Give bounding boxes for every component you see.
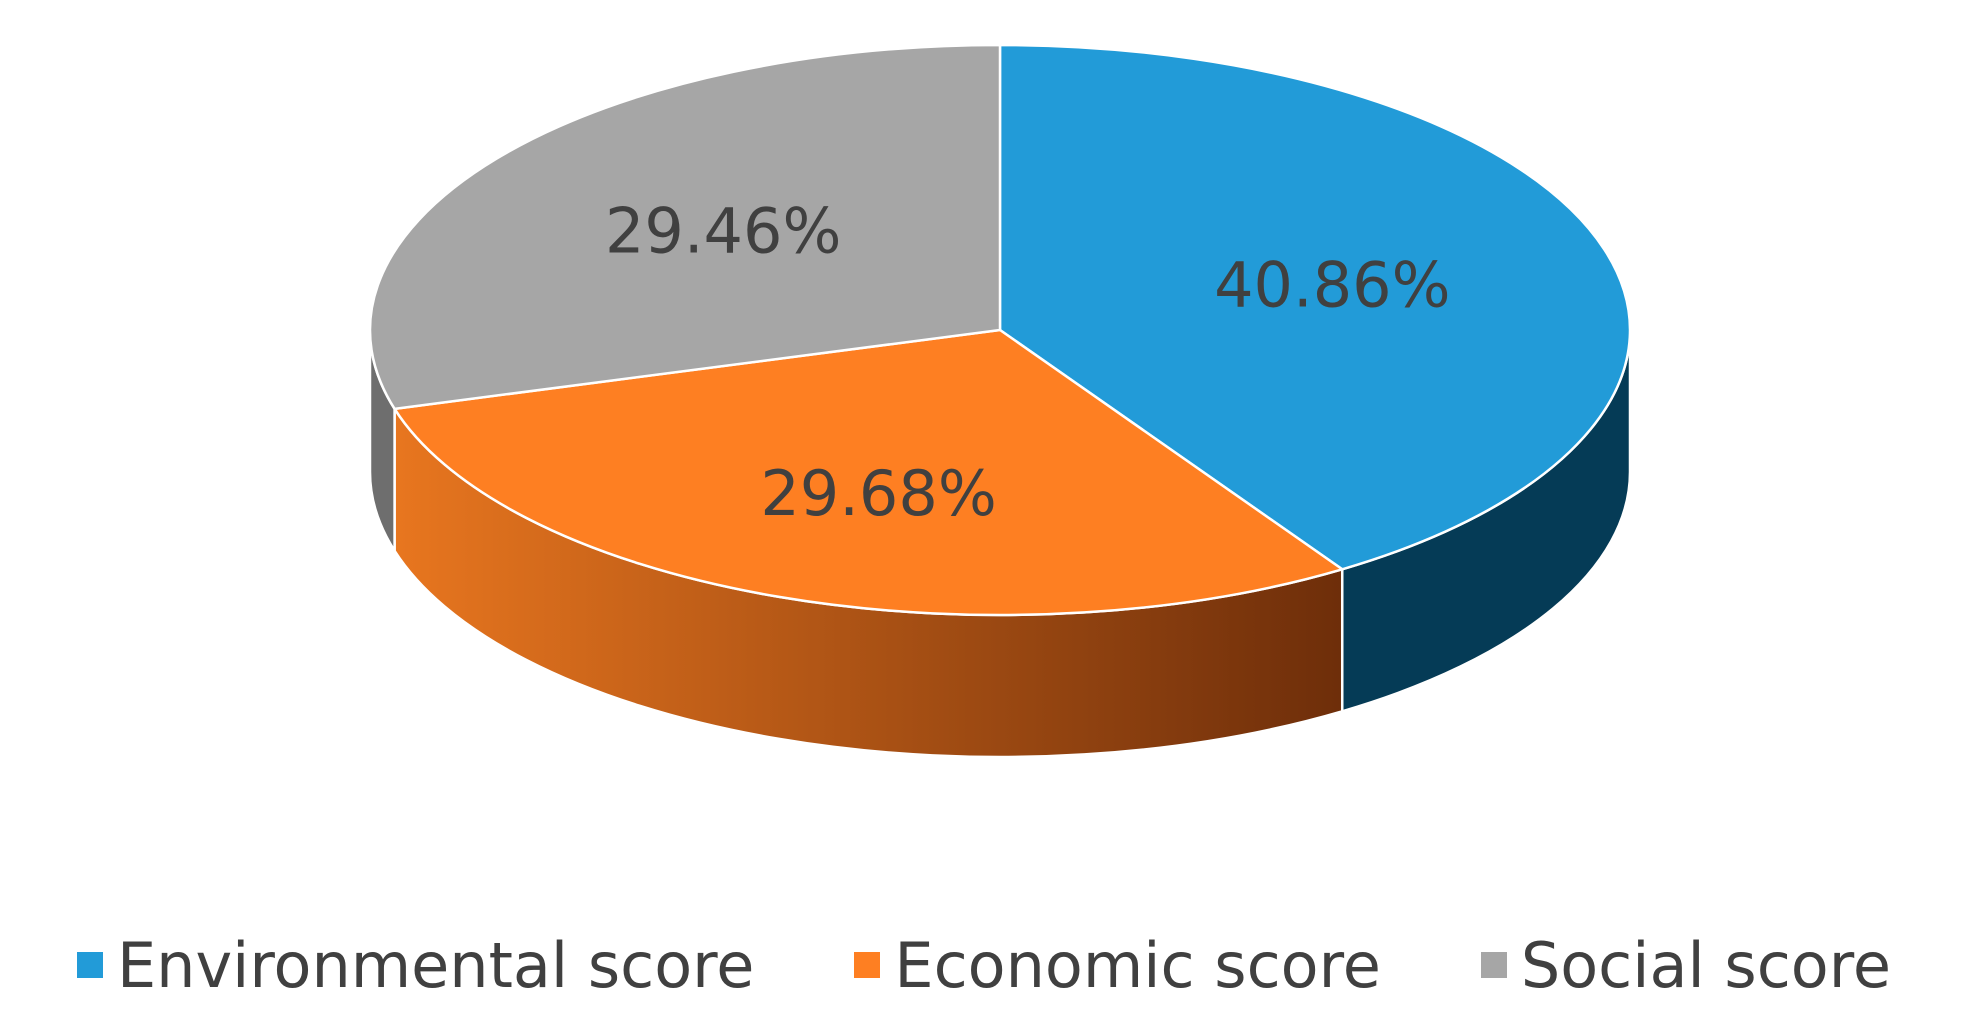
- legend-item-social: Social score: [1480, 928, 1891, 1002]
- legend-label-social: Social score: [1520, 928, 1891, 1002]
- pie-slice-economic: [393, 328, 1344, 617]
- legend-label-environmental: Environmental score: [117, 928, 755, 1002]
- data-label-economic: 29.68%: [760, 457, 996, 530]
- legend-swatch-social: [1480, 952, 1507, 978]
- data-label-social: 29.46%: [605, 194, 841, 267]
- pie-slice-environmental: [998, 43, 1632, 571]
- legend-swatch-economic: [854, 952, 881, 978]
- legend-item-economic: Economic score: [854, 928, 1381, 1002]
- legend-label-economic: Economic score: [894, 928, 1381, 1002]
- legend-swatch-environmental: [77, 952, 103, 978]
- data-label-environmental: 40.86%: [1214, 249, 1450, 322]
- legend-item-environmental: Environmental score: [77, 929, 754, 1002]
- pie-slice-social: [368, 43, 1002, 411]
- legend: Environmental score Economic score Socia…: [0, 925, 1968, 1005]
